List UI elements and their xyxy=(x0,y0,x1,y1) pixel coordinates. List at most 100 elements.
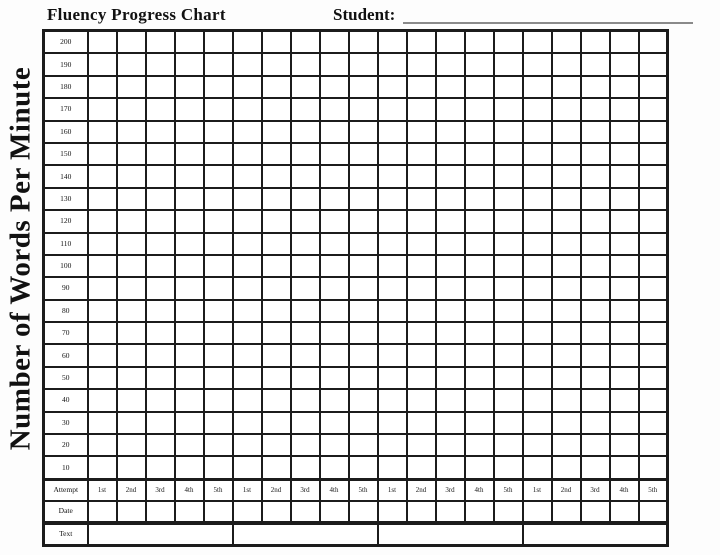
grid-cell xyxy=(434,365,466,391)
grid-cell xyxy=(521,209,553,234)
grid-cell xyxy=(434,141,466,167)
grid-cell xyxy=(144,97,176,122)
grid-cell xyxy=(463,365,495,391)
grid-cell xyxy=(231,321,263,346)
grid-cell xyxy=(405,365,437,391)
grid-cell xyxy=(231,141,263,167)
text-cell xyxy=(376,520,524,547)
grid-cell xyxy=(550,455,582,481)
grid-cell xyxy=(318,343,350,368)
grid-cell xyxy=(347,231,379,256)
grid-cell xyxy=(318,74,350,100)
grid-cell xyxy=(115,410,147,436)
grid-cell xyxy=(231,433,263,458)
attempt-cell: 4th xyxy=(318,477,350,502)
y-tick-label: 10 xyxy=(42,455,89,481)
grid-cell xyxy=(405,321,437,346)
attempt-cell: 1st xyxy=(86,477,118,502)
grid-cell xyxy=(231,52,263,77)
grid-cell xyxy=(347,388,379,413)
grid-cell xyxy=(521,29,553,55)
grid-cell xyxy=(86,52,118,77)
grid-row: 190 xyxy=(42,52,669,77)
grid-cell xyxy=(231,298,263,324)
date-cell xyxy=(347,499,379,524)
y-tick-label: 60 xyxy=(42,343,89,368)
grid-cell xyxy=(434,52,466,77)
grid-cell xyxy=(231,164,263,189)
grid-cell xyxy=(550,231,582,256)
grid-row: 140 xyxy=(42,164,669,189)
y-tick-label: 100 xyxy=(42,253,89,279)
grid-cell xyxy=(405,455,437,481)
grid-cell xyxy=(637,253,669,279)
grid-cell xyxy=(202,321,234,346)
grid-cell xyxy=(260,141,292,167)
grid-cell xyxy=(318,97,350,122)
grid-cell xyxy=(550,97,582,122)
grid-cell xyxy=(463,253,495,279)
grid-cell xyxy=(608,253,640,279)
grid-cell xyxy=(260,186,292,212)
y-tick-label: 160 xyxy=(42,119,89,144)
grid-cell xyxy=(289,209,321,234)
grid-cell xyxy=(86,455,118,481)
grid-cell xyxy=(579,29,611,55)
grid-cell xyxy=(521,343,553,368)
y-tick-label: 140 xyxy=(42,164,89,189)
y-tick-label: 30 xyxy=(42,410,89,436)
grid-cell xyxy=(550,164,582,189)
attempt-cell: 1st xyxy=(521,477,553,502)
grid-cell xyxy=(289,164,321,189)
grid-cell xyxy=(434,410,466,436)
grid-cell xyxy=(173,388,205,413)
grid-cell xyxy=(115,141,147,167)
attempt-cell: 5th xyxy=(637,477,669,502)
grid-cell xyxy=(637,52,669,77)
grid-cell xyxy=(579,343,611,368)
grid-cell xyxy=(637,141,669,167)
grid-cell xyxy=(579,455,611,481)
grid-cell xyxy=(521,141,553,167)
grid-cell xyxy=(173,298,205,324)
grid-cell xyxy=(289,119,321,144)
date-cell xyxy=(434,499,466,524)
grid-cell xyxy=(637,29,669,55)
grid-cell xyxy=(434,276,466,301)
grid-cell xyxy=(492,455,524,481)
grid-cell xyxy=(434,119,466,144)
grid-cell xyxy=(202,298,234,324)
grid-cell xyxy=(144,74,176,100)
grid-cell xyxy=(492,253,524,279)
y-tick-label: 200 xyxy=(42,29,89,55)
grid-cell xyxy=(608,164,640,189)
grid-cell xyxy=(492,186,524,212)
grid-cell xyxy=(579,74,611,100)
date-cell xyxy=(463,499,495,524)
y-tick-label: 110 xyxy=(42,231,89,256)
y-tick-label: 190 xyxy=(42,52,89,77)
grid-cell xyxy=(492,141,524,167)
grid-cell xyxy=(202,119,234,144)
grid-cell xyxy=(405,97,437,122)
grid-cell xyxy=(608,321,640,346)
attempt-cell: 5th xyxy=(347,477,379,502)
grid-cell xyxy=(637,231,669,256)
grid-cell xyxy=(347,433,379,458)
grid-cell xyxy=(86,141,118,167)
grid-cell xyxy=(173,276,205,301)
grid-cell xyxy=(86,29,118,55)
grid-cell xyxy=(376,343,408,368)
grid-cell xyxy=(318,276,350,301)
grid-cell xyxy=(405,141,437,167)
grid-cell xyxy=(318,410,350,436)
grid-cell xyxy=(289,52,321,77)
grid-cell xyxy=(144,433,176,458)
grid-cell xyxy=(318,253,350,279)
grid-cell xyxy=(405,52,437,77)
grid-cell xyxy=(318,141,350,167)
grid-cell xyxy=(86,365,118,391)
grid-cell xyxy=(492,29,524,55)
y-tick-label: 70 xyxy=(42,321,89,346)
y-tick-label: 40 xyxy=(42,388,89,413)
